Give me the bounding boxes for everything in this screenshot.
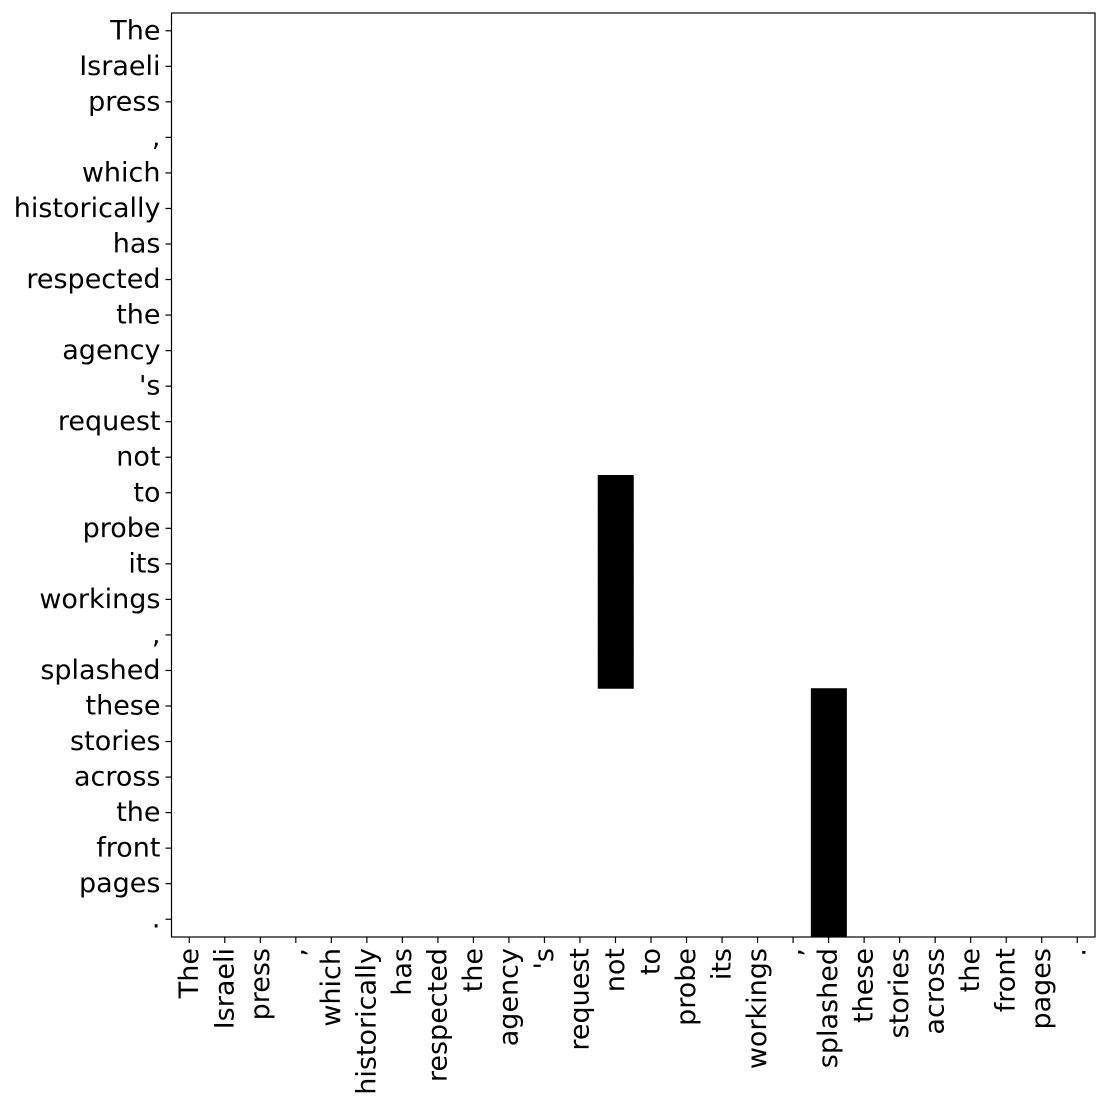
y-tick-label: front [96, 833, 160, 864]
y-tick-label: respected [26, 264, 160, 295]
y-tick-label: across [74, 762, 161, 793]
heatmap-cell [597, 475, 634, 512]
heatmap-cell [810, 759, 847, 796]
heatmap-cell [810, 723, 847, 760]
y-tick-label: The [109, 15, 160, 46]
plot-frame [170, 12, 1096, 938]
x-tick-label: the [955, 948, 986, 992]
y-tick-label: to [133, 477, 160, 508]
y-tick-label: . [152, 904, 161, 935]
heatmap-cell [810, 901, 847, 938]
y-tick-label: workings [39, 584, 160, 615]
x-tick-label: probe [671, 948, 702, 1026]
y-tick-label: its [128, 548, 160, 579]
x-tick-label: respected [422, 948, 453, 1082]
x-tick-label: 's [529, 948, 560, 970]
x-tick-label: pages [1026, 948, 1057, 1030]
x-tick-label: these [849, 948, 880, 1023]
x-tick-label: across [920, 948, 951, 1035]
heatmap-cell [597, 652, 634, 689]
x-tick-label: . [1062, 948, 1093, 957]
y-tick-label: historically [14, 193, 161, 224]
y-tick-label: agency [62, 335, 160, 366]
y-tick-label: pages [79, 868, 161, 899]
heatmap-cell [810, 794, 847, 831]
x-tick-label: stories [884, 948, 915, 1038]
x-tick-label: The [174, 948, 205, 999]
y-tick-label: Israeli [79, 51, 160, 82]
heatmap-cell [810, 865, 847, 902]
y-tick-label: stories [70, 726, 160, 757]
heatmap-cell [597, 581, 634, 618]
x-tick-label: , [280, 948, 311, 957]
heatmap-cell [597, 546, 634, 583]
heatmap-cell [597, 510, 634, 547]
x-tick-label: Israeli [209, 948, 240, 1029]
y-tick-label: press [88, 86, 160, 117]
x-tick-label: not [600, 948, 631, 992]
x-tick-label: splashed [813, 948, 844, 1068]
y-tick-label: request [58, 406, 161, 437]
heatmap-cell [810, 688, 847, 725]
x-tick-label: front [991, 948, 1022, 1012]
y-tick-label: not [116, 442, 160, 473]
heatmap-cell [597, 617, 634, 654]
y-tick-label: probe [83, 513, 161, 544]
y-tick-label: splashed [40, 655, 160, 686]
y-tick-label: which [82, 157, 161, 188]
x-tick-label: historically [351, 948, 382, 1095]
x-tick-label: request [564, 948, 595, 1051]
x-tick-label: which [316, 948, 347, 1027]
y-tick-label: the [116, 797, 160, 828]
x-tick-label: , [778, 948, 809, 957]
y-tick-label: 's [139, 371, 161, 402]
x-tick-label: to [636, 948, 667, 975]
x-tick-label: agency [493, 948, 524, 1046]
y-tick-label: , [152, 619, 161, 650]
x-tick-label: its [707, 948, 738, 980]
y-tick-label: these [86, 691, 161, 722]
y-tick-label: the [116, 300, 160, 331]
x-tick-label: press [245, 948, 276, 1020]
y-tick-label: has [113, 229, 161, 260]
x-tick-label: has [387, 948, 418, 996]
x-tick-label: the [458, 948, 489, 992]
heatmap-cell [810, 830, 847, 867]
x-tick-label: workings [742, 948, 773, 1069]
y-tick-label: , [152, 122, 161, 153]
